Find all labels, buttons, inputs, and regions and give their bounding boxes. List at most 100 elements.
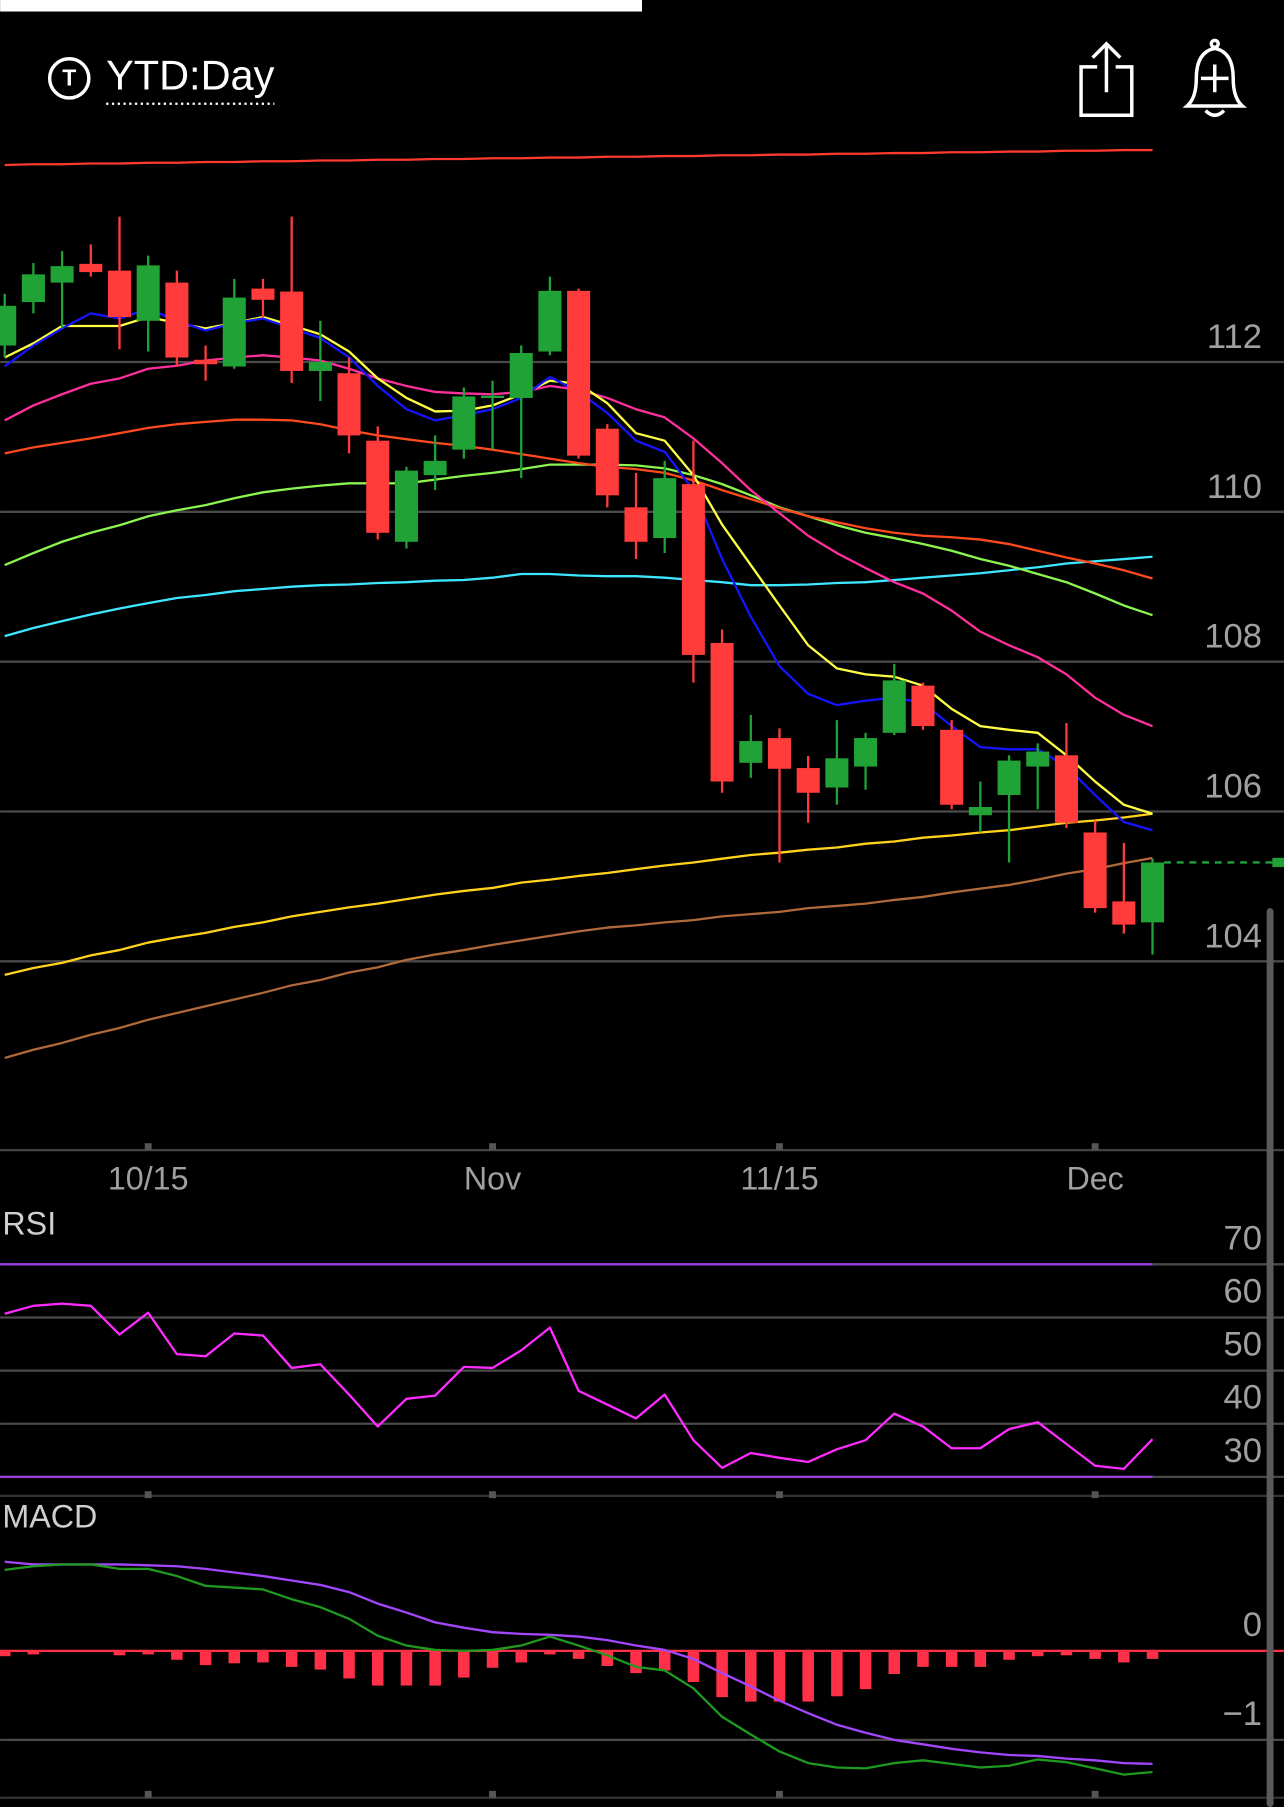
ticker-icon: [47, 57, 91, 100]
candle-body: [1140, 862, 1165, 923]
candle-body: [1112, 901, 1136, 925]
candle-body: [1054, 755, 1078, 823]
axis-tick: [144, 1143, 152, 1151]
histogram-bar: [544, 1650, 556, 1655]
candle-body: [1026, 751, 1050, 767]
candle-body: [136, 265, 160, 321]
candle-body: [538, 290, 562, 352]
candle-body: [595, 428, 619, 496]
y-tick-label: 40: [1224, 1379, 1262, 1417]
candle-body: [739, 741, 763, 763]
axis-tick: [144, 1491, 152, 1499]
moving-average-line: [4, 555, 1153, 638]
bell-clapper: [1204, 109, 1226, 117]
axis-tick: [776, 1491, 783, 1499]
candle-body: [452, 396, 476, 450]
candle-body: [796, 768, 820, 793]
scrollbar: [1266, 908, 1274, 1807]
histogram-bar: [458, 1650, 470, 1678]
axis-tick: [489, 1491, 496, 1499]
moving-average-line: [4, 856, 1153, 1060]
candle-body: [567, 290, 591, 456]
histogram-bar: [831, 1650, 843, 1697]
progress-bar: [0, 0, 643, 12]
histogram-bar: [974, 1650, 987, 1667]
last-price-marker: [1272, 857, 1284, 868]
y-tick-label: 104: [1204, 917, 1262, 955]
axis-tick: [1091, 1790, 1099, 1798]
candle-body: [624, 507, 648, 542]
histogram-bar: [343, 1650, 355, 1679]
histogram-bar: [1118, 1650, 1130, 1663]
plot-area: 104 106 108 110 112 10/15 Nov 11/15 Dec RSI 30 40 50…: [0, 148, 1284, 1799]
candle-body: [997, 760, 1021, 796]
histogram-bar: [515, 1650, 527, 1663]
share-button[interactable]: [1079, 41, 1134, 117]
histogram-bar: [859, 1650, 872, 1690]
candle-body: [1083, 832, 1107, 909]
rsi-line: [4, 1302, 1154, 1471]
axis-tick: [1091, 1491, 1099, 1499]
histogram-bar: [1003, 1650, 1015, 1660]
histogram-bar: [1031, 1650, 1044, 1657]
y-tick-label: 60: [1224, 1272, 1262, 1310]
x-tick-label: 10/15: [108, 1161, 189, 1197]
x-tick-label: Dec: [1066, 1161, 1123, 1197]
histogram-bar: [630, 1650, 642, 1674]
histogram-bar: [773, 1650, 786, 1702]
axis-tick: [489, 1790, 496, 1798]
histogram-bar: [142, 1650, 154, 1655]
histogram-bar: [745, 1650, 757, 1702]
candle-body: [337, 373, 361, 436]
moving-average-line: [4, 148, 1153, 167]
candle-body: [21, 274, 45, 303]
histogram-bar: [27, 1650, 40, 1655]
candle-body: [280, 291, 304, 371]
candle-body: [79, 263, 103, 273]
moving-average-line: [4, 418, 1153, 580]
axis-tick: [144, 1790, 152, 1798]
macd-line: [4, 1563, 1153, 1776]
y-tick-label: 108: [1204, 618, 1262, 656]
histogram-bar: [56, 1650, 68, 1652]
y-tick-label: 30: [1224, 1432, 1262, 1470]
histogram-bar: [601, 1650, 614, 1666]
histogram-bar: [85, 1650, 97, 1652]
histogram-bar: [486, 1650, 499, 1668]
histogram-bar: [945, 1650, 958, 1667]
histogram-bar: [687, 1650, 700, 1683]
candle-body: [481, 395, 505, 399]
histogram-bar: [113, 1650, 126, 1656]
timeframe-label[interactable]: YTD:Day: [106, 51, 274, 98]
candle-body: [165, 282, 189, 358]
candle-body: [767, 738, 792, 769]
histogram-bar: [429, 1650, 441, 1686]
candle-body: [854, 738, 878, 767]
ticker-icon-letter: T: [62, 65, 76, 91]
timeframe-selector[interactable]: T YTD:Day: [47, 51, 275, 105]
histogram-bar: [572, 1650, 585, 1659]
share-box: [1079, 65, 1134, 117]
histogram-bar: [0, 1650, 11, 1657]
candle-body: [653, 478, 677, 539]
histogram-bar: [1146, 1650, 1159, 1659]
histogram-bar: [888, 1650, 901, 1674]
moving-average-line: [4, 812, 1153, 976]
alert-button[interactable]: [1182, 38, 1248, 117]
axis-tick: [776, 1143, 783, 1151]
y-tick-label: −1: [1223, 1695, 1262, 1733]
moving-average-line: [4, 463, 1153, 617]
x-tick-label: Nov: [464, 1161, 522, 1197]
x-tick-label: 11/15: [740, 1161, 818, 1197]
candle-body: [366, 440, 390, 533]
bell-nub: [1209, 38, 1220, 49]
histogram-bar: [199, 1650, 212, 1666]
histogram-bar: [171, 1650, 183, 1660]
candle-body: [423, 460, 447, 476]
axis-tick: [489, 1143, 496, 1151]
candle-body: [394, 470, 418, 542]
histogram-bar: [257, 1650, 269, 1663]
